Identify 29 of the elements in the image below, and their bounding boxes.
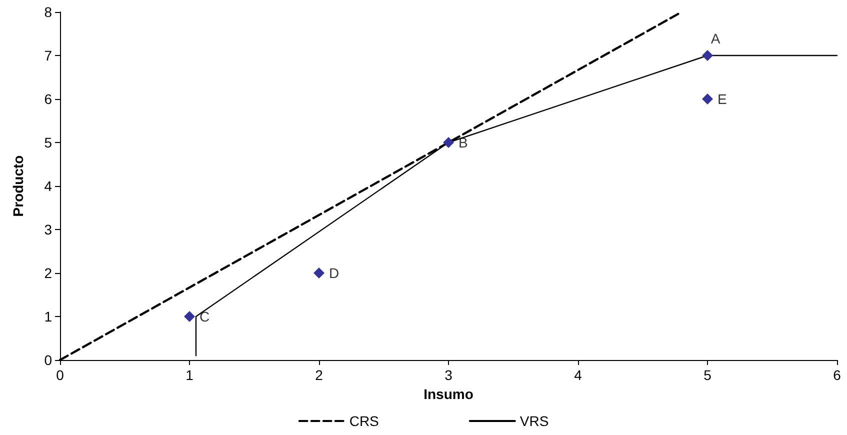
y-tick-label: 7: [44, 48, 52, 64]
x-tick-label: 4: [574, 367, 582, 383]
point: [314, 268, 324, 278]
y-tick-label: 0: [44, 352, 52, 368]
annotation: D: [329, 265, 340, 281]
x-tick-label: 5: [704, 367, 712, 383]
x-tick-label: 0: [56, 367, 64, 383]
point: [443, 137, 454, 148]
point: [184, 311, 195, 322]
y-tick-label: 8: [44, 4, 52, 20]
y-tick-label: 6: [44, 91, 52, 107]
y-tick-label: 3: [44, 222, 52, 238]
x-tick-label: 6: [833, 367, 842, 383]
annotation: C: [200, 308, 210, 324]
annotation: A: [710, 30, 721, 46]
annotation: E: [718, 91, 727, 107]
y-tick-label: 2: [44, 265, 52, 281]
y-axis-title: Producto: [10, 155, 26, 217]
x-tick-label: 1: [186, 367, 194, 383]
legend-label: VRS: [520, 413, 549, 429]
x-tick-label: 2: [315, 367, 324, 383]
y-tick-label: 5: [44, 134, 52, 150]
x-axis-title: Insumo: [424, 386, 474, 402]
y-tick-label: 1: [44, 308, 52, 324]
x-tick-label: 3: [444, 367, 453, 383]
point: [702, 94, 713, 104]
y-tick-label: 4: [44, 178, 52, 194]
legend-label: CRS: [349, 413, 379, 429]
point: [702, 50, 713, 61]
